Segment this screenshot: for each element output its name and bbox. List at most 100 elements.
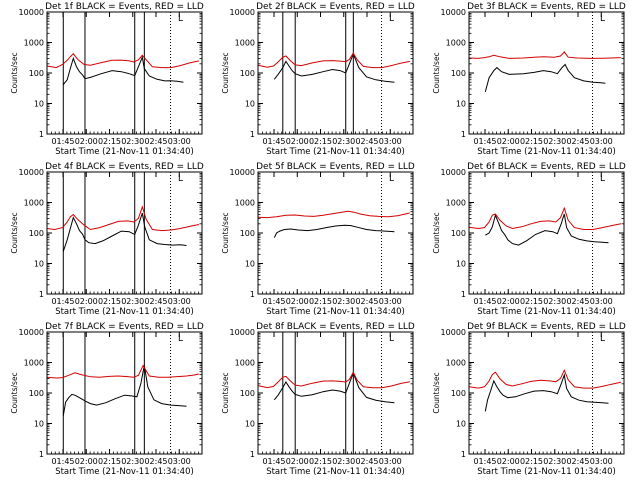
y-tick-label: 10 [456,420,466,429]
y-axis-label: Counts/sec [432,212,441,253]
x-tick-label: 02:30 [543,297,566,306]
y-tick-label: 100 [451,389,466,398]
x-tick-label: 02:00 [497,297,520,306]
x-axis-label: Start Time (21-Nov-11 01:34:40) [55,147,194,157]
y-tick-label: 1 [250,290,255,299]
lld-series-line [468,368,622,389]
chart-panel: Det 4f BLACK = Events, RED = LLD L 1 10 100 1… [10,162,204,317]
x-tick-label: 02:30 [121,457,144,466]
y-tick-label: 10 [245,100,255,109]
x-tick-label: 02:45 [144,297,167,306]
x-tick-label: 02:30 [543,457,566,466]
y-tick-label: 10000 [19,328,44,337]
x-tick-label: 02:45 [144,137,167,146]
chart-title: Det 4f BLACK = Events, RED = LLD [45,162,204,172]
y-tick-label: 100 [29,69,44,78]
y-tick-label: 1 [250,130,255,139]
x-tick-label: 03:00 [590,457,613,466]
y-tick-label: 1000 [24,39,44,48]
x-tick-label: 02:45 [355,297,378,306]
x-tick-label: 01:45 [473,457,496,466]
corner-marker: L [178,174,183,184]
y-tick-label: 1 [39,130,44,139]
y-tick-label: 10000 [19,168,44,177]
y-axis-label: Counts/sec [221,212,230,253]
x-tick-label: 03:00 [590,297,613,306]
x-tick-label: 03:00 [168,457,191,466]
x-tick-label: 03:00 [379,297,402,306]
y-tick-label: 1 [461,130,466,139]
x-tick-label: 03:00 [590,137,613,146]
x-tick-label: 01:45 [473,297,496,306]
y-tick-label: 1000 [24,199,44,208]
x-tick-label: 02:45 [355,457,378,466]
x-tick-label: 02:15 [520,137,543,146]
x-tick-label: 03:00 [379,137,402,146]
x-tick-label: 02:30 [121,297,144,306]
x-tick-label: 02:00 [75,457,98,466]
events-series-line [484,63,606,93]
y-tick-label: 10000 [230,168,255,177]
y-tick-label: 10 [34,260,44,269]
chart-panel: Det 8f BLACK = Events, RED = LLD L 1 10 100 1… [221,322,415,477]
corner-marker: L [178,334,183,344]
x-tick-label: 02:15 [309,297,332,306]
y-tick-label: 10 [245,260,255,269]
corner-marker: L [600,334,605,344]
x-tick-label: 02:15 [98,457,121,466]
x-tick-label: 03:00 [168,297,191,306]
y-tick-label: 1000 [24,359,44,368]
x-tick-label: 02:45 [355,137,378,146]
chart-panel: Det 7f BLACK = Events, RED = LLD L 1 10 100 1… [10,322,204,477]
x-tick-label: 02:45 [566,297,589,306]
events-series-line [273,224,395,238]
y-tick-label: 100 [240,389,255,398]
x-tick-label: 02:00 [286,297,309,306]
y-tick-label: 1000 [235,199,255,208]
y-tick-label: 10000 [230,328,255,337]
x-tick-label: 02:30 [332,297,355,306]
x-tick-label: 02:30 [332,137,355,146]
x-axis-label: Start Time (21-Nov-11 01:34:40) [477,147,616,157]
x-tick-label: 01:45 [51,457,74,466]
corner-marker: L [389,174,394,184]
x-tick-label: 02:45 [566,457,589,466]
x-axis-label: Start Time (21-Nov-11 01:34:40) [266,147,405,157]
y-tick-label: 10 [456,260,466,269]
y-tick-label: 1 [39,290,44,299]
y-tick-label: 1000 [446,359,466,368]
events-series-line [484,373,609,412]
lld-series-line [257,210,411,219]
events-series-line [62,365,187,416]
chart-panel: Det 1f BLACK = Events, RED = LLD L 1 10 100 1… [10,2,204,157]
y-axis-label: Counts/sec [432,52,441,93]
x-tick-label: 02:30 [332,457,355,466]
x-axis-label: Start Time (21-Nov-11 01:34:40) [266,307,405,317]
x-tick-label: 02:00 [75,297,98,306]
y-tick-label: 100 [29,389,44,398]
chart-title: Det 8f BLACK = Events, RED = LLD [256,322,415,332]
y-tick-label: 1 [39,450,44,459]
x-tick-label: 02:15 [309,137,332,146]
x-tick-label: 02:00 [497,457,520,466]
y-tick-label: 1000 [235,39,255,48]
chart-title: Det 9f BLACK = Events, RED = LLD [467,322,626,332]
events-series-line [62,55,184,85]
chart-title: Det 3f BLACK = Events, RED = LLD [467,2,626,12]
x-tick-label: 01:45 [262,137,285,146]
x-axis-label: Start Time (21-Nov-11 01:34:40) [55,307,194,317]
y-tick-label: 100 [29,229,44,238]
y-tick-label: 10 [34,420,44,429]
x-tick-label: 03:00 [168,137,191,146]
x-tick-label: 01:45 [262,457,285,466]
corner-marker: L [389,334,394,344]
y-tick-label: 1 [461,290,466,299]
chart-panel: Det 5f BLACK = Events, RED = LLD L 1 10 100 1… [221,162,415,317]
x-tick-label: 02:15 [98,297,121,306]
y-tick-label: 1 [250,450,255,459]
x-tick-label: 02:15 [520,457,543,466]
lld-series-line [46,52,200,69]
y-tick-label: 10 [456,100,466,109]
y-tick-label: 1 [461,450,466,459]
